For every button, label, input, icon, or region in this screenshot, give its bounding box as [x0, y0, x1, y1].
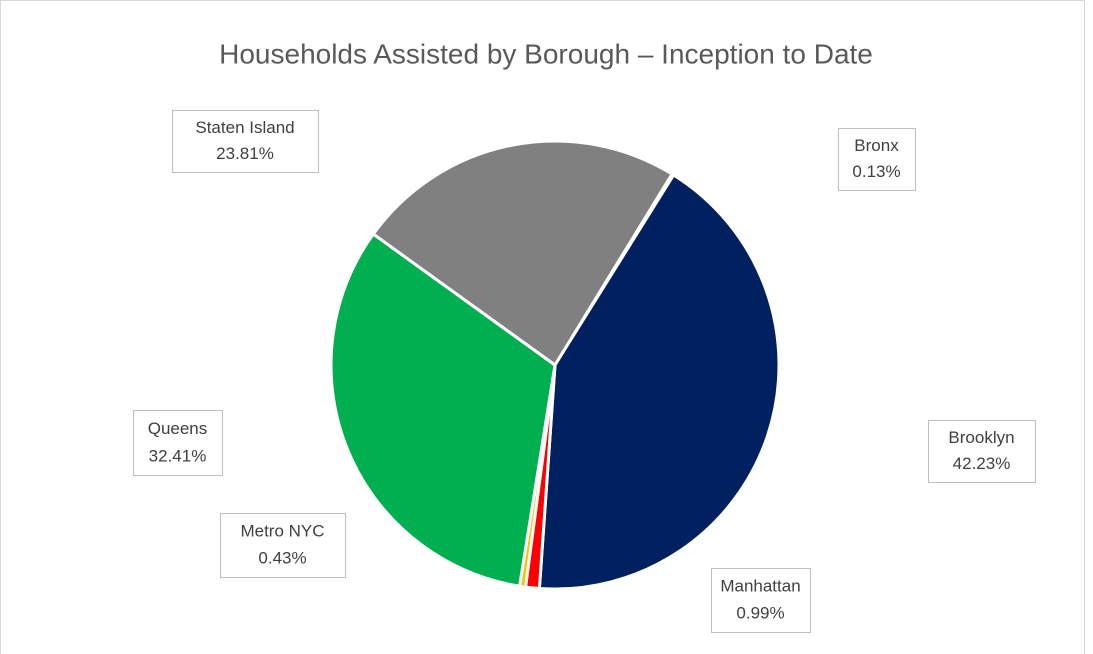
data-label: 23.81% [216, 144, 274, 163]
pie-slice [329, 231, 557, 588]
data-label-box [172, 110, 319, 173]
data-label: 0.13% [852, 162, 900, 181]
data-label: 32.41% [149, 446, 207, 465]
data-label-box [711, 568, 811, 633]
category-label: Brooklyn [948, 428, 1014, 447]
data-label-box [928, 420, 1036, 483]
data-label-box [133, 410, 223, 476]
data-label-box [220, 513, 346, 578]
category-label: Metro NYC [240, 522, 324, 541]
data-label: 0.43% [258, 549, 306, 568]
category-label: Queens [148, 419, 208, 438]
data-label: 0.99% [736, 604, 784, 623]
category-label: Bronx [854, 136, 899, 155]
category-label: Manhattan [720, 577, 800, 596]
data-label-box [838, 128, 916, 191]
category-label: Staten Island [195, 118, 294, 137]
chart-title: Households Assisted by Borough – Incepti… [219, 38, 873, 69]
data-label: 42.23% [953, 454, 1011, 473]
pie-slice [537, 172, 781, 591]
pie-slice [371, 139, 675, 368]
